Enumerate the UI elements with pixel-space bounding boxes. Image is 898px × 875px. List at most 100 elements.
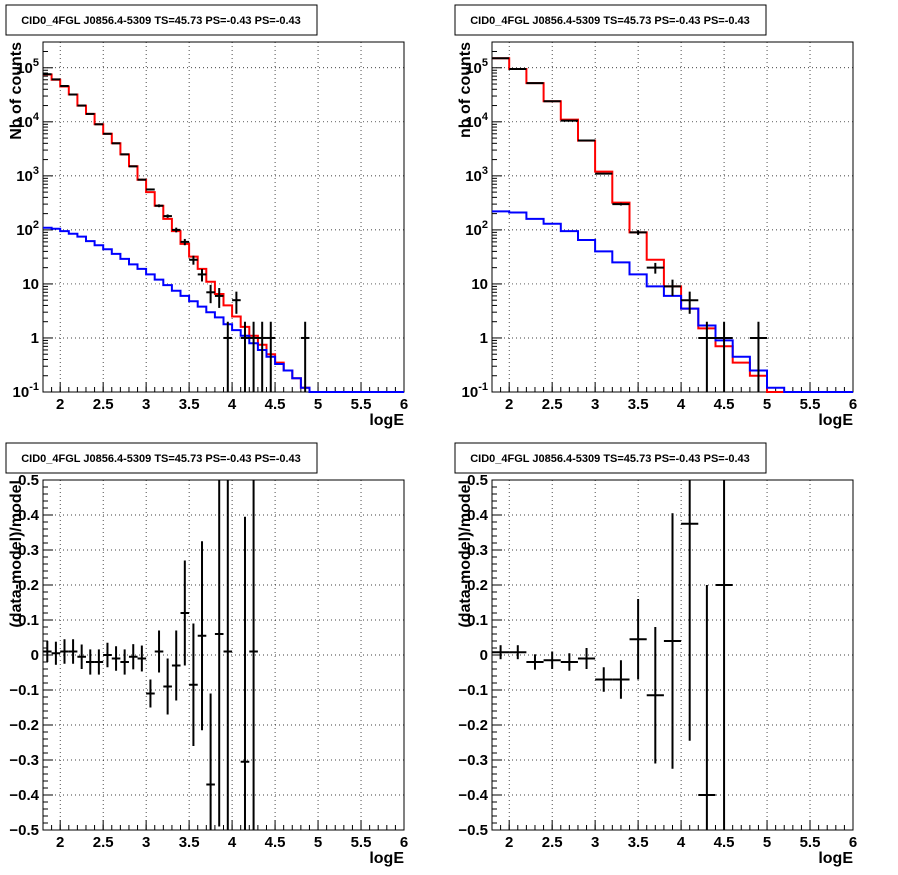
y-tick-label: 0.4 xyxy=(467,507,489,524)
y-tick-label: 0 xyxy=(480,647,488,664)
x-tick-label: 3 xyxy=(142,834,150,851)
data-point xyxy=(137,178,147,181)
y-tick-label: −0.3 xyxy=(9,752,39,769)
x-tick-label: 5 xyxy=(763,834,771,851)
model-total-line xyxy=(492,57,853,393)
x-tick-label: 4 xyxy=(677,396,686,413)
data-point xyxy=(111,142,121,145)
y-tick-label: 103 xyxy=(16,165,39,185)
chart-title: CID0_4FGL J0856.4-5309 TS=45.73 PS=-0.43… xyxy=(21,453,301,465)
y-tick-label: −0.3 xyxy=(458,752,488,769)
title-box xyxy=(454,4,767,36)
plot-frame xyxy=(42,41,405,393)
y-tick-label: 105 xyxy=(16,57,39,77)
y-tick-label: 0.2 xyxy=(467,577,488,594)
data-point xyxy=(120,649,129,675)
data-point xyxy=(223,480,233,830)
y-axis-title: (data-model)/model xyxy=(8,480,25,628)
data-point xyxy=(595,667,613,692)
data-point xyxy=(509,645,527,660)
y-axis-title: (data-model)/model xyxy=(457,480,474,628)
x-tick-label: 3.5 xyxy=(179,396,200,413)
x-tick-label: 2 xyxy=(505,396,513,413)
data-point xyxy=(629,230,647,235)
y-tick-label: −0.4 xyxy=(9,787,39,804)
data-point xyxy=(68,639,78,664)
y-tick-label: 103 xyxy=(465,165,488,185)
x-tick-label: 3.5 xyxy=(628,834,649,851)
x-tick-label: 5 xyxy=(314,396,322,413)
y-tick-label: −0.5 xyxy=(9,822,39,839)
x-axis-title: logE xyxy=(369,412,404,429)
data-point xyxy=(577,139,596,142)
data-point xyxy=(526,654,544,670)
data-point xyxy=(629,599,647,680)
data-point xyxy=(257,321,267,392)
x-tick-label: 4 xyxy=(228,396,237,413)
data-point xyxy=(154,204,164,208)
data-point xyxy=(577,648,596,669)
y-tick-label: 0.2 xyxy=(18,577,39,594)
x-tick-label: 3 xyxy=(591,834,599,851)
data-point xyxy=(154,630,164,673)
data-point xyxy=(128,165,138,168)
data-point xyxy=(120,153,129,156)
x-tick-label: 3 xyxy=(591,396,599,413)
x-tick-label: 4.5 xyxy=(265,834,286,851)
data-point xyxy=(595,172,613,175)
y-tick-label: −0.2 xyxy=(9,717,39,734)
data-point xyxy=(232,291,241,314)
x-tick-label: 2.5 xyxy=(93,834,114,851)
data-point xyxy=(560,653,578,671)
y-tick-label: 0 xyxy=(31,647,39,664)
x-tick-label: 6 xyxy=(849,396,857,413)
data-point xyxy=(266,321,276,392)
chart-title: CID0_4FGL J0856.4-5309 TS=45.73 PS=-0.43… xyxy=(470,15,750,27)
y-tick-label: 0.5 xyxy=(467,472,488,489)
x-tick-label: 4.5 xyxy=(714,396,735,413)
y-tick-label: 10 xyxy=(22,276,39,293)
data-point xyxy=(249,321,258,392)
x-axis-title: logE xyxy=(369,850,404,867)
x-tick-label: 2.5 xyxy=(542,396,563,413)
x-tick-label: 2 xyxy=(56,834,64,851)
data-point xyxy=(715,321,733,392)
x-axis-title: logE xyxy=(818,412,853,429)
x-tick-label: 2 xyxy=(56,396,64,413)
data-point xyxy=(698,321,716,392)
data-point xyxy=(137,645,147,672)
data-point xyxy=(163,658,172,715)
data-point xyxy=(698,585,716,830)
x-tick-label: 5.5 xyxy=(800,834,821,851)
y-tick-label: 0.1 xyxy=(18,612,39,629)
x-tick-label: 3.5 xyxy=(628,396,649,413)
data-point xyxy=(240,321,250,392)
data-point xyxy=(128,644,138,670)
x-tick-label: 3 xyxy=(142,396,150,413)
data-point xyxy=(214,480,224,827)
y-tick-label: −0.2 xyxy=(458,717,488,734)
y-tick-label: −0.1 xyxy=(458,682,488,699)
data-point xyxy=(189,623,198,746)
data-point xyxy=(197,268,207,282)
data-point xyxy=(197,541,207,731)
data-point xyxy=(171,630,181,701)
x-tick-label: 3.5 xyxy=(179,834,200,851)
y-tick-label: 1 xyxy=(31,330,39,347)
data-point xyxy=(111,646,121,671)
chart-title: CID0_4FGL J0856.4-5309 TS=45.73 PS=-0.43… xyxy=(21,15,301,27)
x-tick-label: 6 xyxy=(849,834,857,851)
y-tick-label: 10 xyxy=(471,276,488,293)
data-point xyxy=(146,188,155,191)
data-point xyxy=(163,214,172,218)
y-tick-label: 0.5 xyxy=(18,472,39,489)
panel-residual-left: CID0_4FGL J0856.4-5309 TS=45.73 PS=-0.43… xyxy=(5,442,408,867)
y-tick-label: 10-1 xyxy=(462,381,488,401)
data-point xyxy=(214,288,224,308)
y-tick-label: 105 xyxy=(465,57,488,77)
data-point xyxy=(206,693,215,830)
data-point xyxy=(60,639,69,664)
data-point xyxy=(223,321,233,392)
y-tick-label: 0.4 xyxy=(18,507,40,524)
